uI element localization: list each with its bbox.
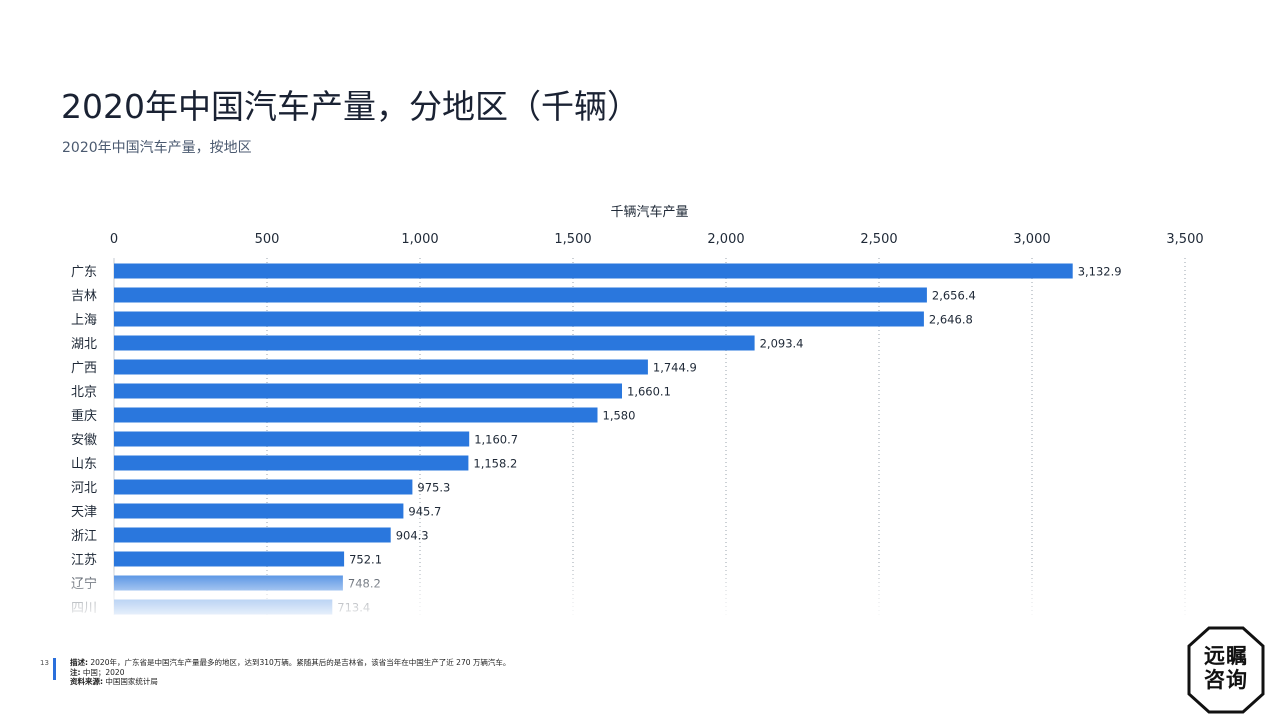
bar	[114, 335, 755, 351]
description-line: 描述: 2020年，广东省是中国汽车产量最多的地区，达到310万辆。紧随其后的是…	[70, 658, 510, 668]
bar	[114, 311, 924, 327]
description-text: 2020年，广东省是中国汽车产量最多的地区，达到310万辆。紧随其后的是吉林省，…	[90, 658, 511, 667]
tick-label: 2,500	[860, 232, 897, 247]
value-label: 3,132.9	[1078, 265, 1122, 279]
logo-text: 远瞩 咨询	[1199, 644, 1253, 692]
value-label: 975.3	[417, 481, 450, 495]
value-label: 945.7	[408, 505, 441, 519]
page-subtitle: 2020年中国汽车产量，按地区	[62, 140, 252, 156]
tick-label: 0	[110, 232, 118, 247]
tick-label: 2,000	[707, 232, 744, 247]
tick-label: 500	[255, 232, 280, 247]
source-label: 资料来源:	[70, 677, 103, 686]
value-label: 2,656.4	[932, 289, 976, 303]
bar	[114, 503, 404, 519]
bar	[114, 599, 333, 615]
company-logo	[1187, 626, 1265, 714]
footer-notes: 描述: 2020年，广东省是中国汽车产量最多的地区，达到310万辆。紧随其后的是…	[70, 658, 510, 687]
source-text: 中国国家统计局	[105, 677, 158, 686]
category-label: 重庆	[71, 408, 97, 424]
logo-octagon	[1187, 626, 1265, 714]
page-title: 2020年中国汽车产量，分地区（千辆）	[61, 87, 640, 126]
value-label: 2,093.4	[760, 337, 804, 351]
footer: 13 描述: 2020年，广东省是中国汽车产量最多的地区，达到310万辆。紧随其…	[40, 656, 940, 686]
category-label: 安徽	[71, 433, 97, 448]
bar	[114, 263, 1073, 279]
bar	[114, 527, 391, 543]
category-label: 山东	[71, 457, 97, 472]
footer-accent-bar	[53, 658, 56, 680]
category-label: 江苏	[71, 552, 97, 568]
value-label: 1,580	[603, 409, 636, 423]
bar	[114, 359, 648, 375]
bar	[114, 287, 927, 303]
page-number: 13	[40, 659, 49, 667]
bar	[114, 383, 622, 399]
category-label: 辽宁	[71, 576, 97, 592]
category-label: 上海	[71, 313, 97, 328]
value-label: 1,158.2	[473, 457, 517, 471]
category-label: 广东	[71, 265, 97, 280]
value-label: 1,744.9	[653, 361, 697, 375]
source-line: 资料来源: 中国国家统计局	[70, 677, 510, 687]
value-label: 1,160.7	[474, 433, 518, 447]
bar	[114, 431, 470, 447]
value-label: 2,646.8	[929, 313, 973, 327]
logo-line-1: 远瞩	[1204, 644, 1248, 668]
note-label: 注:	[70, 667, 81, 677]
description-label: 描述:	[70, 658, 88, 667]
value-label: 748.2	[348, 577, 381, 591]
tick-label: 1,000	[401, 232, 438, 247]
category-label: 天津	[71, 505, 97, 520]
tick-label: 3,500	[1166, 232, 1203, 247]
category-label: 广西	[71, 361, 97, 376]
axis-title: 千辆汽车产量	[610, 204, 688, 220]
bar	[114, 479, 413, 495]
note-text: 中国；2020	[82, 667, 125, 677]
bar	[114, 407, 598, 423]
category-label: 湖北	[71, 337, 97, 352]
category-label: 四川	[71, 601, 97, 616]
bar	[114, 575, 343, 591]
value-label: 904.3	[396, 529, 429, 543]
category-label: 北京	[71, 385, 97, 400]
bar	[114, 551, 345, 567]
tick-label: 3,000	[1013, 232, 1050, 247]
tick-label: 1,500	[554, 232, 591, 247]
category-label: 河北	[71, 481, 97, 496]
bar	[114, 455, 469, 471]
value-label: 1,660.1	[627, 385, 671, 399]
logo-line-2: 咨询	[1204, 668, 1248, 692]
category-label: 吉林	[71, 289, 97, 304]
note-line: 注: 中国；2020	[70, 668, 510, 678]
value-label: 713.4	[337, 601, 370, 615]
category-label: 浙江	[71, 529, 97, 544]
value-label: 752.1	[349, 553, 382, 567]
